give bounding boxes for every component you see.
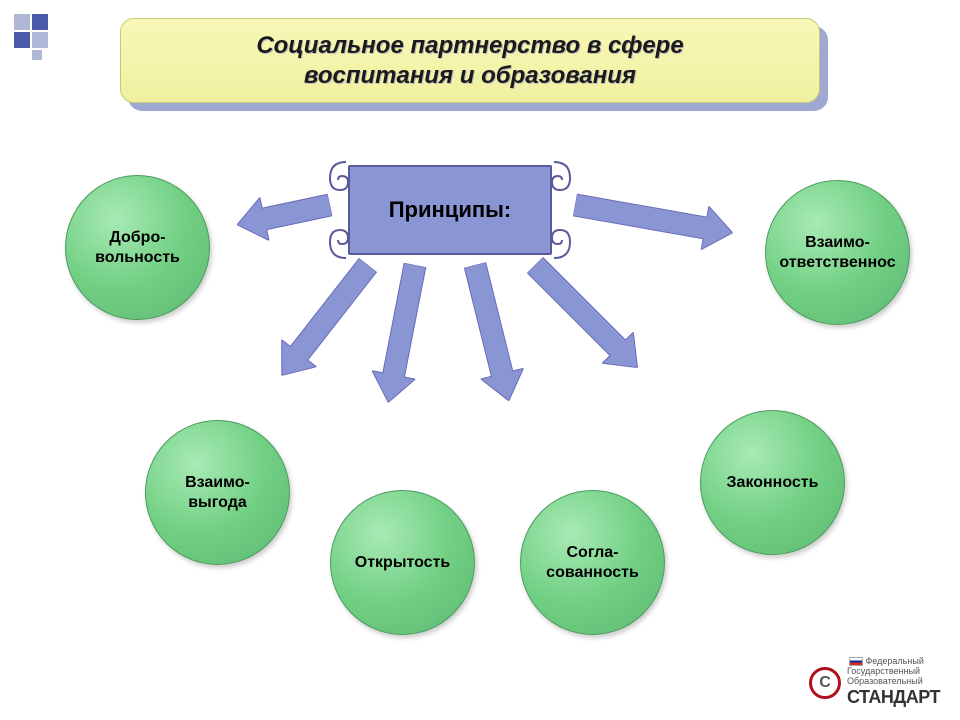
node-label: Взаимо-выгода: [180, 468, 255, 516]
arrow: [233, 183, 335, 246]
arrow: [519, 249, 653, 383]
node-n2: Взаимо-ответственнос: [765, 180, 910, 325]
arrow: [454, 260, 531, 406]
logo-badge-icon: C: [809, 667, 841, 699]
node-label: Открытость: [350, 548, 455, 577]
arrow: [264, 251, 385, 388]
node-label: Взаимо-ответственнос: [774, 228, 900, 276]
node-label: Законность: [722, 468, 824, 497]
footer-logo: C Федеральный Государственный Образовате…: [809, 657, 940, 708]
node-label: Согла-сованность: [541, 538, 644, 586]
center-principles-box: Принципы:: [330, 160, 570, 260]
node-n3: Взаимо-выгода: [145, 420, 290, 565]
node-label: Добро-вольность: [90, 223, 185, 271]
page-title: Социальное партнерство в сфере воспитани…: [256, 31, 683, 91]
arrow: [571, 183, 736, 254]
node-n5: Согла-сованность: [520, 490, 665, 635]
node-n6: Законность: [700, 410, 845, 555]
logo-small-text: Федеральный Государственный Образователь…: [847, 657, 940, 687]
corner-decoration: [10, 10, 60, 60]
node-n4: Открытость: [330, 490, 475, 635]
logo-brand: СТАНДАРТ: [847, 687, 940, 708]
node-n1: Добро-вольность: [65, 175, 210, 320]
center-label: Принципы:: [389, 197, 512, 223]
